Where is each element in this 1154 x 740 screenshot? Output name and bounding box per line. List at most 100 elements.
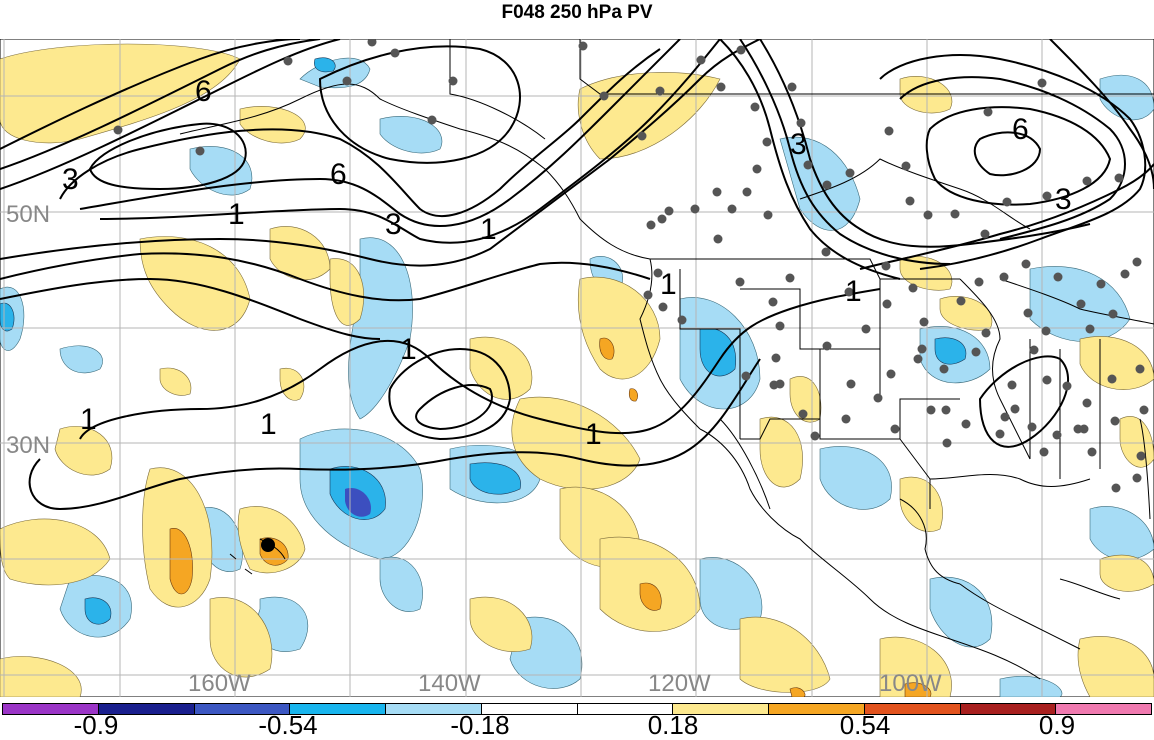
station-dot bbox=[919, 317, 929, 327]
colorbar-label: 0.9 bbox=[1038, 710, 1076, 740]
longitude-label: 140W bbox=[418, 670, 481, 697]
station-dot bbox=[881, 261, 891, 271]
station-dot bbox=[427, 115, 437, 125]
colorbar-segment bbox=[960, 704, 1057, 714]
station-dot bbox=[763, 210, 773, 220]
longitude-label: 160W bbox=[188, 670, 251, 697]
station-dot bbox=[657, 214, 667, 224]
station-dot bbox=[884, 126, 894, 136]
colorbar-segment bbox=[864, 704, 961, 714]
station-dot bbox=[742, 187, 752, 197]
station-dot bbox=[1082, 176, 1092, 186]
station-dot bbox=[1085, 324, 1095, 334]
station-dot bbox=[1007, 380, 1017, 390]
location-marker bbox=[261, 538, 275, 552]
station-dot bbox=[785, 273, 795, 283]
station-dot bbox=[727, 204, 737, 214]
station-dot bbox=[713, 234, 723, 244]
station-dot bbox=[1082, 398, 1092, 408]
contour-label: 1 bbox=[400, 333, 417, 366]
station-dot bbox=[942, 438, 952, 448]
station-dot bbox=[1053, 272, 1063, 282]
station-dot bbox=[873, 393, 883, 403]
station-dot bbox=[1136, 451, 1146, 461]
colorbar-segment bbox=[577, 704, 674, 714]
station-dot bbox=[961, 419, 971, 429]
chart-title: F048 250 hPa PV bbox=[501, 2, 653, 23]
station-dot bbox=[787, 82, 797, 92]
colorbar bbox=[2, 703, 1152, 715]
station-dot bbox=[1120, 269, 1130, 279]
station-dot bbox=[658, 302, 668, 312]
station-dot bbox=[950, 209, 960, 219]
station-dot bbox=[1029, 345, 1039, 355]
station-dot bbox=[1010, 404, 1020, 414]
contour-labels: 6 3 6 1 3 1 1 1 1 1 1 3 6 3 1 bbox=[62, 75, 1072, 451]
station-dot bbox=[599, 91, 609, 101]
station-dot bbox=[822, 341, 832, 351]
station-dot bbox=[886, 369, 896, 379]
colorbar-segment bbox=[1056, 704, 1151, 714]
station-dot bbox=[716, 82, 726, 92]
station-dot bbox=[956, 296, 966, 306]
colorbar-labels: -0.9 -0.54 -0.18 0.18 0.54 0.9 bbox=[0, 712, 1154, 739]
contour-label: 1 bbox=[260, 408, 277, 441]
station-dot bbox=[677, 315, 687, 325]
station-dot bbox=[736, 45, 746, 55]
station-dot bbox=[1000, 412, 1010, 422]
station-dot bbox=[913, 354, 923, 364]
colorbar-segment bbox=[386, 704, 482, 714]
station-dot bbox=[1132, 473, 1142, 483]
station-dot bbox=[653, 268, 663, 278]
negative-anomaly-strong bbox=[345, 488, 371, 517]
coastlines-and-borders bbox=[179, 39, 1154, 680]
colorbar-label: -0.18 bbox=[450, 710, 510, 740]
station-dot bbox=[367, 39, 377, 47]
latitude-label: 30N bbox=[6, 432, 50, 459]
station-dot bbox=[844, 287, 854, 297]
contour-label: 1 bbox=[80, 403, 97, 436]
station-dot bbox=[980, 229, 990, 239]
station-dot bbox=[1135, 364, 1145, 374]
station-dot bbox=[939, 364, 949, 374]
station-dot bbox=[1021, 259, 1031, 269]
station-dot bbox=[1037, 78, 1047, 88]
station-dot bbox=[901, 161, 911, 171]
contour-label: 3 bbox=[1055, 183, 1072, 216]
station-dot bbox=[846, 379, 856, 389]
station-dot bbox=[696, 55, 706, 65]
station-dot bbox=[926, 405, 936, 415]
station-dot bbox=[1108, 309, 1118, 319]
station-dot bbox=[1111, 483, 1121, 493]
station-dot bbox=[113, 125, 123, 135]
station-dot bbox=[1062, 381, 1072, 391]
colorbar-segment bbox=[3, 704, 99, 714]
station-dot bbox=[890, 424, 900, 434]
station-dot bbox=[741, 371, 751, 381]
colorbar-label: 0.54 bbox=[839, 710, 891, 740]
colorbar-label: 0.18 bbox=[647, 710, 699, 740]
colorbar-label: -0.54 bbox=[258, 710, 318, 740]
station-dot bbox=[771, 353, 781, 363]
station-dot bbox=[762, 137, 772, 147]
station-dot bbox=[1076, 299, 1086, 309]
station-dot bbox=[971, 347, 981, 357]
station-dot bbox=[283, 56, 293, 66]
negative-anomaly-core bbox=[0, 57, 967, 625]
station-dot bbox=[578, 41, 588, 51]
station-dot bbox=[1052, 430, 1062, 440]
station-dot bbox=[798, 409, 808, 419]
station-dot bbox=[1039, 447, 1049, 457]
station-dot bbox=[1110, 416, 1120, 426]
colorbar-segment bbox=[98, 704, 195, 714]
station-dot bbox=[981, 328, 991, 338]
colorbar-segment bbox=[769, 704, 865, 714]
station-dot bbox=[882, 299, 892, 309]
station-dot bbox=[845, 168, 855, 178]
station-dot bbox=[775, 321, 785, 331]
station-dot bbox=[1132, 257, 1142, 267]
station-dot bbox=[841, 414, 851, 424]
station-dot bbox=[1114, 173, 1124, 183]
longitude-label: 100W bbox=[879, 670, 942, 697]
station-dot bbox=[1073, 424, 1083, 434]
